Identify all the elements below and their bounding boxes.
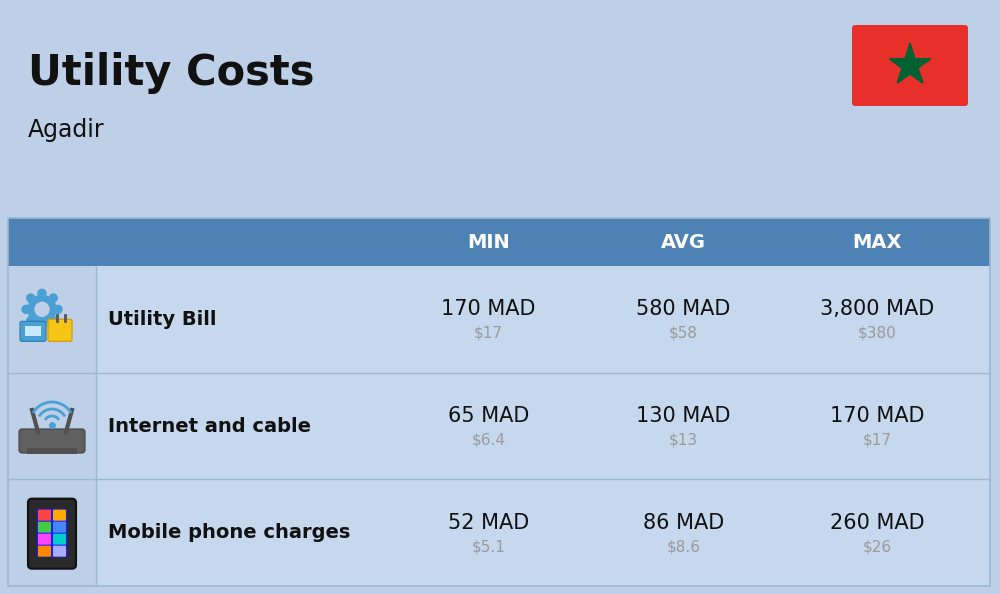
Text: MAX: MAX	[852, 232, 902, 251]
Text: 170 MAD: 170 MAD	[830, 406, 924, 426]
Text: $17: $17	[474, 326, 503, 341]
Text: 52 MAD: 52 MAD	[448, 513, 529, 533]
FancyBboxPatch shape	[8, 372, 96, 479]
Text: 130 MAD: 130 MAD	[636, 406, 731, 426]
FancyBboxPatch shape	[19, 429, 85, 453]
Polygon shape	[890, 45, 930, 83]
Text: $6.4: $6.4	[472, 432, 506, 447]
FancyBboxPatch shape	[38, 533, 51, 545]
FancyBboxPatch shape	[38, 546, 51, 557]
Text: Mobile phone charges: Mobile phone charges	[108, 523, 350, 542]
Text: $17: $17	[862, 432, 892, 447]
FancyBboxPatch shape	[8, 218, 990, 266]
Text: 170 MAD: 170 MAD	[441, 299, 536, 320]
Text: 580 MAD: 580 MAD	[636, 299, 731, 320]
FancyBboxPatch shape	[37, 508, 67, 557]
FancyBboxPatch shape	[20, 321, 46, 342]
FancyBboxPatch shape	[38, 522, 51, 533]
Circle shape	[38, 289, 46, 298]
FancyBboxPatch shape	[8, 479, 96, 586]
Text: AVG: AVG	[661, 232, 706, 251]
Text: 260 MAD: 260 MAD	[830, 513, 924, 533]
FancyBboxPatch shape	[8, 372, 990, 479]
FancyBboxPatch shape	[852, 25, 968, 106]
Circle shape	[49, 294, 57, 302]
Circle shape	[22, 305, 30, 313]
Text: Agadir: Agadir	[28, 118, 105, 142]
Circle shape	[27, 294, 35, 302]
Circle shape	[28, 295, 56, 323]
Text: 65 MAD: 65 MAD	[448, 406, 529, 426]
Text: 86 MAD: 86 MAD	[643, 513, 724, 533]
FancyBboxPatch shape	[53, 522, 66, 533]
Text: Utility Costs: Utility Costs	[28, 52, 314, 94]
Text: 3,800 MAD: 3,800 MAD	[820, 299, 934, 320]
FancyBboxPatch shape	[38, 510, 51, 521]
FancyBboxPatch shape	[53, 533, 66, 545]
Circle shape	[49, 317, 57, 325]
Text: $5.1: $5.1	[472, 539, 505, 554]
FancyBboxPatch shape	[53, 510, 66, 521]
FancyBboxPatch shape	[25, 326, 41, 336]
Circle shape	[54, 305, 62, 313]
Text: $13: $13	[669, 432, 698, 447]
FancyBboxPatch shape	[48, 320, 72, 342]
FancyBboxPatch shape	[8, 266, 96, 372]
Text: Internet and cable: Internet and cable	[108, 416, 311, 435]
Circle shape	[35, 302, 49, 317]
Text: $58: $58	[669, 326, 698, 341]
Text: MIN: MIN	[467, 232, 510, 251]
Text: $380: $380	[858, 326, 896, 341]
FancyBboxPatch shape	[8, 479, 990, 586]
Text: $26: $26	[862, 539, 892, 554]
Text: $8.6: $8.6	[666, 539, 700, 554]
Circle shape	[27, 317, 35, 325]
FancyBboxPatch shape	[27, 448, 77, 454]
FancyBboxPatch shape	[28, 499, 76, 568]
Circle shape	[38, 321, 46, 329]
Text: Utility Bill: Utility Bill	[108, 310, 216, 329]
FancyBboxPatch shape	[8, 266, 990, 372]
FancyBboxPatch shape	[53, 546, 66, 557]
